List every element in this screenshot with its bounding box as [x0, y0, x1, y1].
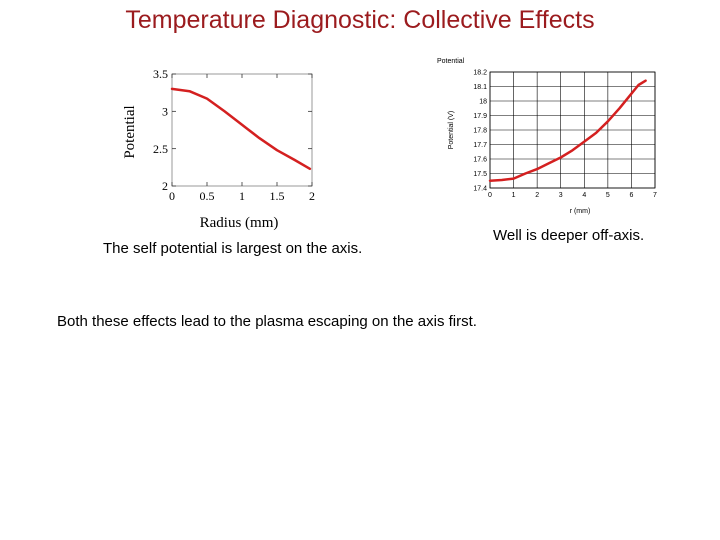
- chart2-y-tick-label: 17.5: [473, 171, 487, 178]
- chart-potential-vs-radius: 0 0.5 1 1.5 2 2 2.5 3 3.5 Potential Radius (mm): [122, 67, 315, 231]
- chart1-frame: [171, 73, 313, 187]
- chart1-x-tick-label: 0.5: [200, 189, 215, 203]
- chart1-x-tick-label: 0: [169, 189, 175, 203]
- chart1-x-tick-label: 1.5: [270, 189, 285, 203]
- chart2-y-tick-label: 17.4: [473, 185, 487, 192]
- chart2-y-tick-label: 17.9: [473, 113, 487, 120]
- chart-potential-vs-r: 0 1 2 3 4 5 6 7 17.4 17.5 17.6 17.7 17.8 17.9 18 18.1 18…: [437, 58, 657, 215]
- chart2-grid: [489, 71, 656, 189]
- chart1-y-tick-label: 3: [162, 105, 168, 119]
- chart2-series-line: [488, 79, 647, 182]
- chart2-y-tick-label: 18: [479, 98, 487, 105]
- caption-right: Well is deeper off-axis.: [493, 227, 645, 244]
- chart2-ticks: 0 1 2 3 4 5 6 7 17.4 17.5 17.6 17.7 17.8 17.9 18 18.1 18…: [473, 69, 657, 199]
- chart2-x-tick-label: 0: [488, 192, 492, 199]
- chart1-y-tick-label: 2: [162, 179, 168, 193]
- chart2-series: [488, 79, 647, 182]
- chart2-x-tick-label: 3: [559, 192, 563, 199]
- chart2-x-tick-label: 7: [653, 192, 657, 199]
- chart1-plot-area: [171, 73, 313, 187]
- chart2-y-tick-label: 17.7: [473, 142, 487, 149]
- chart2-x-tick-label: 2: [535, 192, 539, 199]
- chart1-x-tick-label: 1: [239, 189, 245, 203]
- chart2-y-tick-label: 17.6: [473, 156, 487, 163]
- chart2-x-axis-label: r (mm): [570, 208, 591, 215]
- chart1-x-tick-label: 2: [309, 189, 315, 203]
- chart2-y-tick-label: 18.1: [473, 84, 487, 91]
- chart1-ticks: 0 0.5 1 1.5 2 2 2.5 3 3.5: [153, 67, 315, 203]
- chart1-series: [170, 87, 312, 171]
- chart2-x-tick-label: 4: [582, 192, 586, 199]
- chart2-y-axis-label: Potential (V): [448, 111, 455, 150]
- chart1-y-tick-label: 3.5: [153, 67, 168, 81]
- chart1-y-axis-label: Potential: [122, 105, 138, 158]
- caption-left: The self potential is largest on the axi…: [103, 240, 363, 257]
- chart1-x-axis-label: Radius (mm): [200, 215, 279, 231]
- chart2-x-tick-label: 1: [512, 192, 516, 199]
- slide-title: Temperature Diagnostic: Collective Effec…: [125, 6, 595, 34]
- chart2-title: Potential: [437, 58, 465, 65]
- caption-bottom: Both these effects lead to the plasma es…: [57, 313, 477, 330]
- chart2-x-tick-label: 5: [606, 192, 610, 199]
- chart2-y-tick-label: 18.2: [473, 69, 487, 76]
- chart1-y-tick-label: 2.5: [153, 142, 168, 156]
- chart2-x-tick-label: 6: [629, 192, 633, 199]
- chart2-y-tick-label: 17.8: [473, 127, 487, 134]
- chart1-series-line: [170, 87, 312, 171]
